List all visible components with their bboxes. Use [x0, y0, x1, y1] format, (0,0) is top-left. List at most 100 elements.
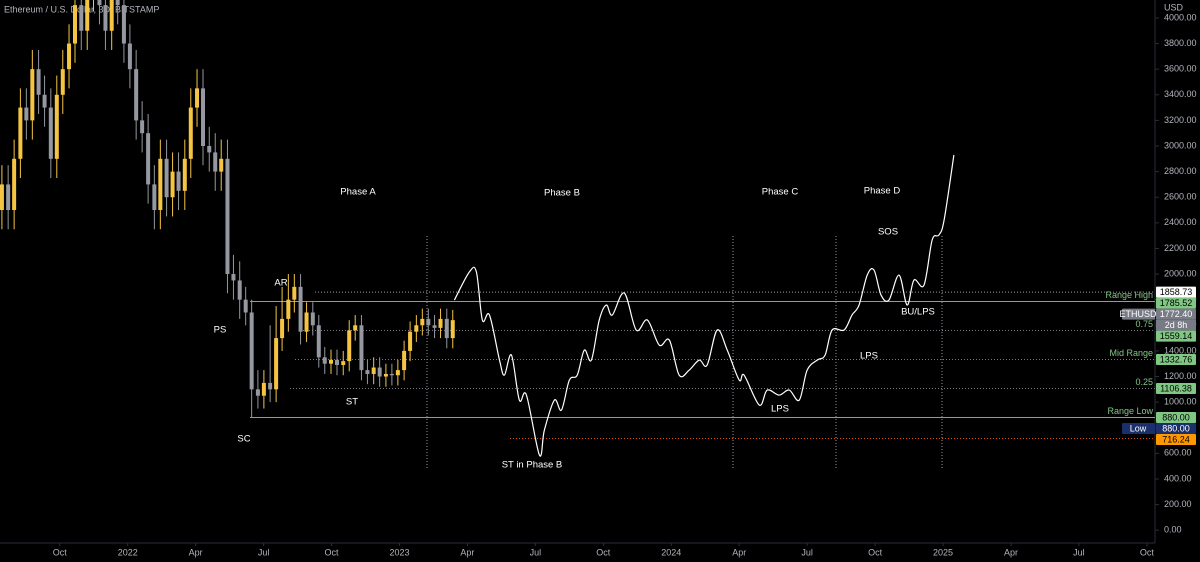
candle-body [24, 107, 29, 121]
candle-body [231, 274, 236, 281]
candle-body [316, 325, 321, 358]
price-box-label: 880.00 [1162, 412, 1190, 422]
y-tick-label: 2200.00 [1164, 243, 1197, 253]
level-name: 0.25 [1135, 377, 1153, 387]
level-price-box [1156, 330, 1196, 342]
annotation: Phase B [544, 188, 580, 199]
candle-body [6, 184, 11, 211]
candle-body [414, 325, 419, 332]
candle-body [225, 158, 230, 275]
candle-body [140, 120, 145, 134]
candle-body [97, 0, 102, 6]
y-tick-label: 1200.00 [1164, 371, 1197, 381]
candle-body [395, 370, 400, 376]
candle-body [121, 5, 126, 44]
candle-body [176, 171, 181, 191]
candle-body [152, 184, 157, 211]
price-box-label: 1785.52 [1160, 298, 1193, 308]
candle-body [402, 350, 407, 371]
candle-body [268, 382, 273, 390]
candle-body [280, 318, 285, 339]
y-tick-label: 3800.00 [1164, 38, 1197, 48]
candle-body [377, 367, 382, 377]
candle-body [127, 43, 132, 70]
candle-body [0, 184, 4, 211]
candle-body [408, 331, 413, 351]
candle-body [450, 320, 455, 339]
x-tick-label: Apr [189, 547, 203, 557]
x-tick-label: Oct [868, 547, 883, 557]
candle-body [213, 152, 218, 172]
candle-body [347, 330, 352, 362]
candle-body [182, 158, 187, 191]
y-tick-label: 4000.00 [1164, 12, 1197, 22]
candle-body [85, 0, 90, 31]
candle-body [444, 318, 449, 339]
price-box-label: 716.24 [1162, 434, 1190, 444]
candle-body [249, 312, 254, 390]
candle-body [146, 133, 151, 185]
candle-body [109, 0, 114, 31]
x-tick-label: Apr [732, 547, 746, 557]
candle-body [341, 361, 346, 365]
price-box-label: 1858.73 [1160, 287, 1193, 297]
candle-body [207, 145, 212, 153]
y-tick-label: 2600.00 [1164, 192, 1197, 202]
candle-body [18, 107, 23, 159]
candle-body [115, 0, 120, 6]
annotation: LPS [860, 351, 878, 362]
y-tick-label: 3600.00 [1164, 64, 1197, 74]
candle-body [255, 389, 260, 396]
candle-body [432, 325, 437, 328]
x-tick-label: Apr [1004, 547, 1018, 557]
annotation: PS [214, 325, 227, 336]
candle-body [170, 171, 175, 198]
candle-body [158, 158, 163, 211]
x-tick-label: 2025 [933, 547, 953, 557]
x-tick-label: 2022 [118, 547, 138, 557]
price-box-tag-label: ETHUSD [1119, 309, 1157, 319]
candle-body [60, 69, 65, 95]
y-tick-label: 3200.00 [1164, 115, 1197, 125]
y-tick-label: 600.00 [1164, 448, 1192, 458]
candle-body [243, 299, 248, 313]
level-price-box [1156, 411, 1196, 423]
y-tick-label: 1400.00 [1164, 345, 1197, 355]
y-tick-label: 3400.00 [1164, 89, 1197, 99]
annotation: Phase D [864, 186, 901, 197]
annotation: ST in Phase B [502, 460, 563, 471]
annotation: Phase A [340, 187, 376, 198]
y-tick-label: 3000.00 [1164, 140, 1197, 150]
annotation: SOS [878, 227, 898, 238]
annotation: SC [237, 434, 250, 445]
price-box-tag-label: Low [1130, 423, 1147, 433]
low-price-box [1156, 422, 1196, 434]
candle-body [219, 158, 224, 172]
x-tick-label: Jul [530, 547, 542, 557]
x-tick-label: 2023 [389, 547, 409, 557]
candle-body [383, 373, 388, 377]
candle-body [274, 338, 279, 390]
x-tick-label: Apr [460, 547, 474, 557]
candle-body [310, 312, 315, 326]
candle-body [304, 312, 309, 332]
x-tick-label: 2024 [661, 547, 681, 557]
price-box-label: 1559.14 [1160, 331, 1193, 341]
candle-body [286, 299, 291, 319]
x-tick-label: Oct [53, 547, 68, 557]
countdown-box [1156, 319, 1196, 331]
price-box-tag [1122, 422, 1155, 434]
x-tick-label: Oct [1140, 547, 1155, 557]
annotation: Phase C [762, 187, 799, 198]
candle-body [359, 325, 364, 371]
candle-body [353, 325, 358, 331]
candle-body [322, 357, 327, 364]
projection-line [453, 154, 955, 457]
annotation: BU/LPS [901, 307, 935, 318]
y-tick-label: 200.00 [1164, 499, 1192, 509]
y-tick-label: 2400.00 [1164, 217, 1197, 227]
countdown-label: 2d 8h [1165, 320, 1188, 330]
candle-body [67, 43, 72, 70]
